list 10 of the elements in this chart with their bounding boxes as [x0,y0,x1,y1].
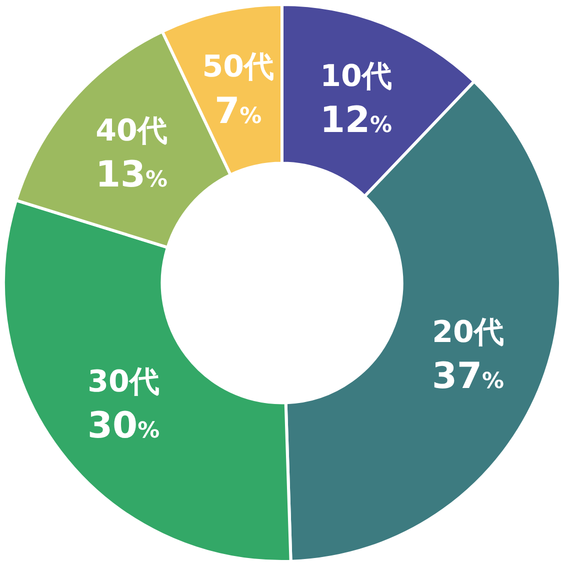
data-label: 7% [214,90,262,132]
slice-label: 10代 [320,58,392,94]
data-label: 13% [95,154,168,196]
data-label: 30% [87,406,160,447]
slice-label: 40代 [96,113,168,148]
data-label: 12% [320,100,392,142]
slice-label: 30代 [88,364,160,400]
slice-label: 50代 [202,50,274,85]
slice-label: 20代 [432,314,504,350]
data-label: 37% [432,356,504,398]
